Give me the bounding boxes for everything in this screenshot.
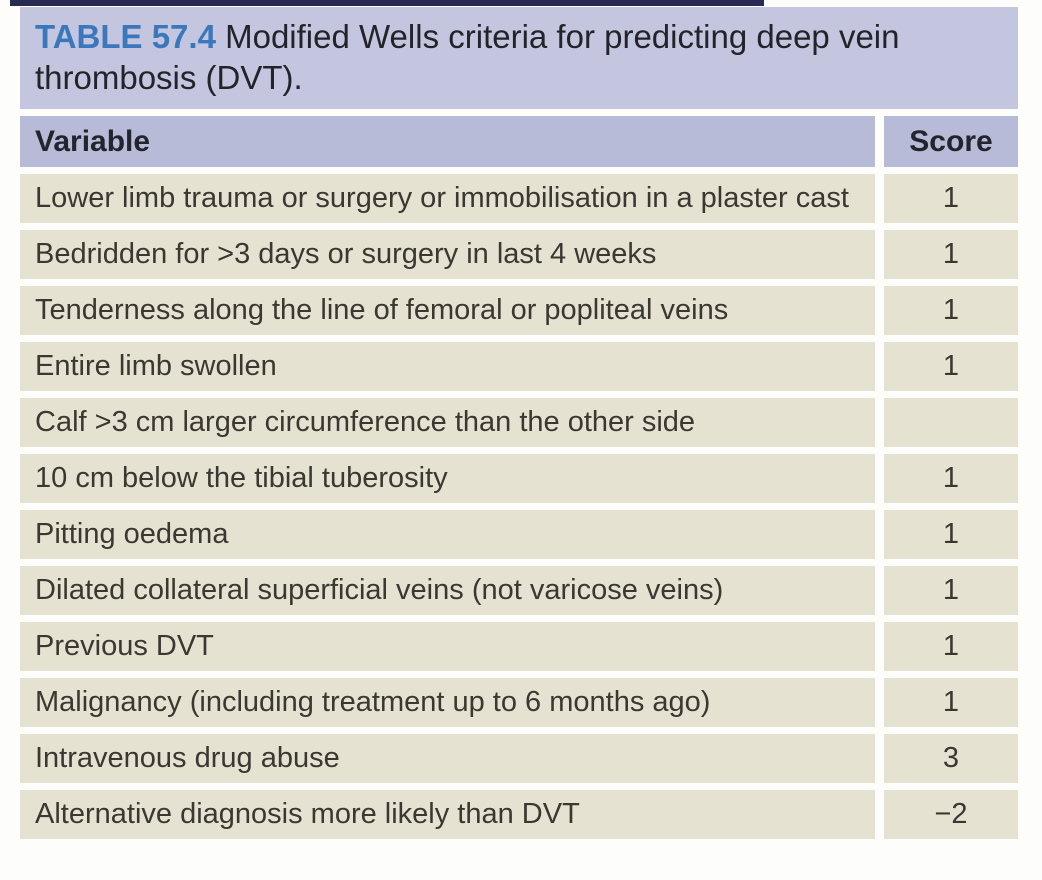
score-cell: 1 — [884, 622, 1018, 671]
table-row: Previous DVT 1 — [20, 622, 1018, 671]
variable-cell: Dilated collateral superficial veins (no… — [20, 566, 875, 615]
table-number-label: TABLE 57.4 — [35, 18, 216, 55]
table-row: Calf >3 cm larger circumference than the… — [20, 398, 1018, 447]
column-header-score: Score — [884, 116, 1018, 167]
column-header-variable: Variable — [20, 116, 875, 167]
variable-cell: Previous DVT — [20, 622, 875, 671]
variable-cell: Calf >3 cm larger circumference than the… — [20, 398, 875, 447]
score-cell: 1 — [884, 342, 1018, 391]
table-caption: TABLE 57.4 Modified Wells criteria for p… — [20, 7, 1018, 109]
table-row: 10 cm below the tibial tuberosity 1 — [20, 454, 1018, 503]
score-cell: 1 — [884, 454, 1018, 503]
variable-cell: Malignancy (including treatment up to 6 … — [20, 678, 875, 727]
score-cell: 1 — [884, 566, 1018, 615]
variable-cell: Pitting oedema — [20, 510, 875, 559]
score-cell: −2 — [884, 790, 1018, 839]
wells-criteria-table: TABLE 57.4 Modified Wells criteria for p… — [20, 7, 1018, 839]
table-row: Lower limb trauma or surgery or immobili… — [20, 174, 1018, 223]
table-row: Pitting oedema 1 — [20, 510, 1018, 559]
table-row: Tenderness along the line of femoral or … — [20, 286, 1018, 335]
variable-cell: Entire limb swollen — [20, 342, 875, 391]
score-cell: 1 — [884, 286, 1018, 335]
score-cell: 1 — [884, 230, 1018, 279]
variable-cell: Lower limb trauma or surgery or immobili… — [20, 174, 875, 223]
table-header-row: Variable Score — [20, 116, 1018, 167]
variable-cell: Tenderness along the line of femoral or … — [20, 286, 875, 335]
variable-cell: 10 cm below the tibial tuberosity — [20, 454, 875, 503]
table-row: Dilated collateral superficial veins (no… — [20, 566, 1018, 615]
score-cell: 1 — [884, 174, 1018, 223]
score-cell — [884, 398, 1018, 447]
table-body: Lower limb trauma or surgery or immobili… — [20, 174, 1018, 839]
variable-cell: Alternative diagnosis more likely than D… — [20, 790, 875, 839]
variable-cell: Intravenous drug abuse — [20, 734, 875, 783]
score-cell: 3 — [884, 734, 1018, 783]
variable-cell: Bedridden for >3 days or surgery in last… — [20, 230, 875, 279]
score-cell: 1 — [884, 510, 1018, 559]
table-row: Bedridden for >3 days or surgery in last… — [20, 230, 1018, 279]
table-row: Entire limb swollen 1 — [20, 342, 1018, 391]
score-cell: 1 — [884, 678, 1018, 727]
table-row: Alternative diagnosis more likely than D… — [20, 790, 1018, 839]
top-rule-divider — [10, 0, 764, 6]
table-title-text: Modified Wells criteria for predicting d… — [35, 18, 900, 96]
table-row: Intravenous drug abuse 3 — [20, 734, 1018, 783]
table-row: Malignancy (including treatment up to 6 … — [20, 678, 1018, 727]
